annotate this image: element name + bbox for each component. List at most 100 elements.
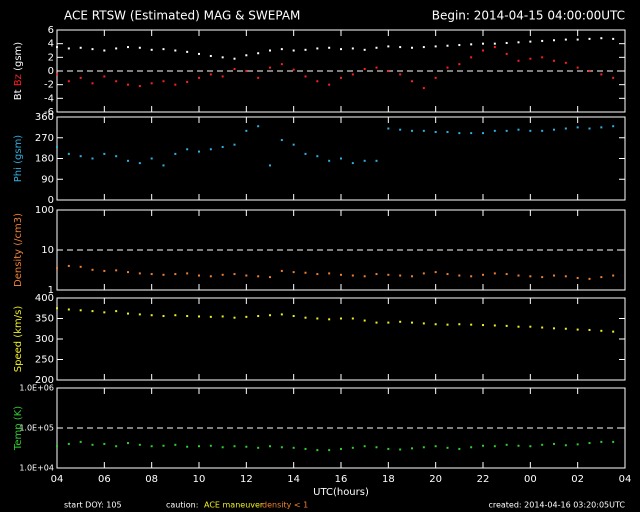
data-point: [600, 73, 603, 76]
data-point: [67, 80, 70, 83]
data-point: [482, 42, 484, 45]
data-point: [505, 443, 508, 446]
data-point: [541, 276, 544, 279]
data-point: [150, 157, 153, 160]
data-point: [138, 85, 141, 88]
data-point: [280, 446, 283, 449]
data-point: [174, 314, 177, 317]
data-point: [269, 276, 271, 279]
y-tick-label: 1: [48, 285, 54, 296]
data-point: [363, 445, 366, 448]
data-point: [304, 271, 307, 274]
data-point: [292, 68, 295, 71]
data-point: [103, 75, 106, 78]
data-point: [316, 155, 319, 158]
data-point: [115, 445, 118, 448]
data-point: [280, 313, 283, 316]
data-point: [67, 47, 70, 50]
data-point: [505, 273, 508, 276]
data-point: [411, 80, 413, 83]
data-point: [482, 132, 484, 135]
data-point: [375, 321, 378, 324]
y-tick-label: 200: [35, 375, 54, 386]
data-point: [446, 44, 449, 47]
data-point: [375, 273, 378, 276]
data-point: [174, 152, 177, 155]
data-point: [115, 310, 118, 313]
data-point: [304, 75, 307, 78]
data-point: [257, 446, 260, 449]
data-point: [505, 52, 508, 55]
data-point: [328, 449, 331, 452]
data-point: [458, 323, 461, 326]
data-point: [470, 56, 473, 59]
data-point: [564, 61, 567, 64]
data-point: [553, 59, 555, 62]
data-point: [600, 329, 603, 332]
data-point: [103, 442, 106, 445]
data-point: [198, 76, 200, 79]
data-point: [612, 274, 615, 277]
x-tick-label: 06: [98, 474, 111, 485]
data-point: [387, 70, 390, 72]
data-point: [209, 315, 212, 318]
data-point: [328, 272, 331, 275]
x-tick-label: 04: [51, 474, 64, 485]
data-point: [127, 271, 129, 274]
data-point: [198, 150, 200, 153]
data-point: [541, 443, 544, 446]
data-point: [115, 80, 118, 83]
data-point: [517, 59, 520, 62]
data-point: [316, 273, 319, 276]
data-point: [351, 162, 354, 165]
data-point: [186, 80, 189, 83]
x-axis-label: UTC(hours): [313, 487, 369, 498]
data-point: [399, 448, 402, 451]
data-point: [411, 321, 413, 324]
data-point: [269, 164, 271, 167]
y-axis-label: Density (/cm3): [13, 213, 24, 287]
data-point: [375, 446, 378, 449]
data-point: [564, 38, 567, 41]
data-point: [304, 48, 307, 51]
y-tick-label: 100: [35, 205, 54, 216]
data-point: [209, 275, 212, 278]
data-point: [221, 273, 224, 276]
y-tick-label: 300: [35, 334, 54, 345]
data-point: [316, 80, 319, 83]
data-point: [493, 272, 496, 275]
data-point: [375, 159, 378, 162]
data-point: [564, 327, 567, 330]
data-point: [529, 40, 532, 43]
data-point: [399, 73, 402, 76]
data-point: [517, 274, 520, 277]
data-point: [233, 143, 236, 146]
data-point: [553, 442, 555, 445]
data-point: [422, 46, 425, 49]
data-point: [257, 52, 260, 55]
data-point: [576, 276, 579, 279]
data-point: [233, 67, 236, 70]
data-point: [529, 275, 532, 278]
data-point: [576, 38, 579, 41]
data-point: [458, 274, 461, 277]
data-point: [257, 125, 260, 128]
data-point: [434, 323, 437, 326]
x-tick-label: 16: [335, 474, 348, 485]
data-point: [564, 275, 567, 278]
data-point: [79, 155, 82, 158]
data-point: [434, 445, 437, 448]
data-point: [576, 126, 579, 129]
data-point: [458, 447, 461, 450]
y-tick-label: 180: [35, 154, 54, 165]
data-point: [162, 80, 165, 83]
data-point: [541, 326, 544, 329]
data-point: [56, 73, 58, 76]
data-point: [375, 46, 378, 49]
data-point: [127, 46, 129, 49]
data-point: [600, 126, 603, 129]
data-point: [505, 41, 508, 44]
data-point: [517, 325, 520, 328]
data-point: [600, 37, 603, 40]
data-point: [91, 310, 94, 313]
